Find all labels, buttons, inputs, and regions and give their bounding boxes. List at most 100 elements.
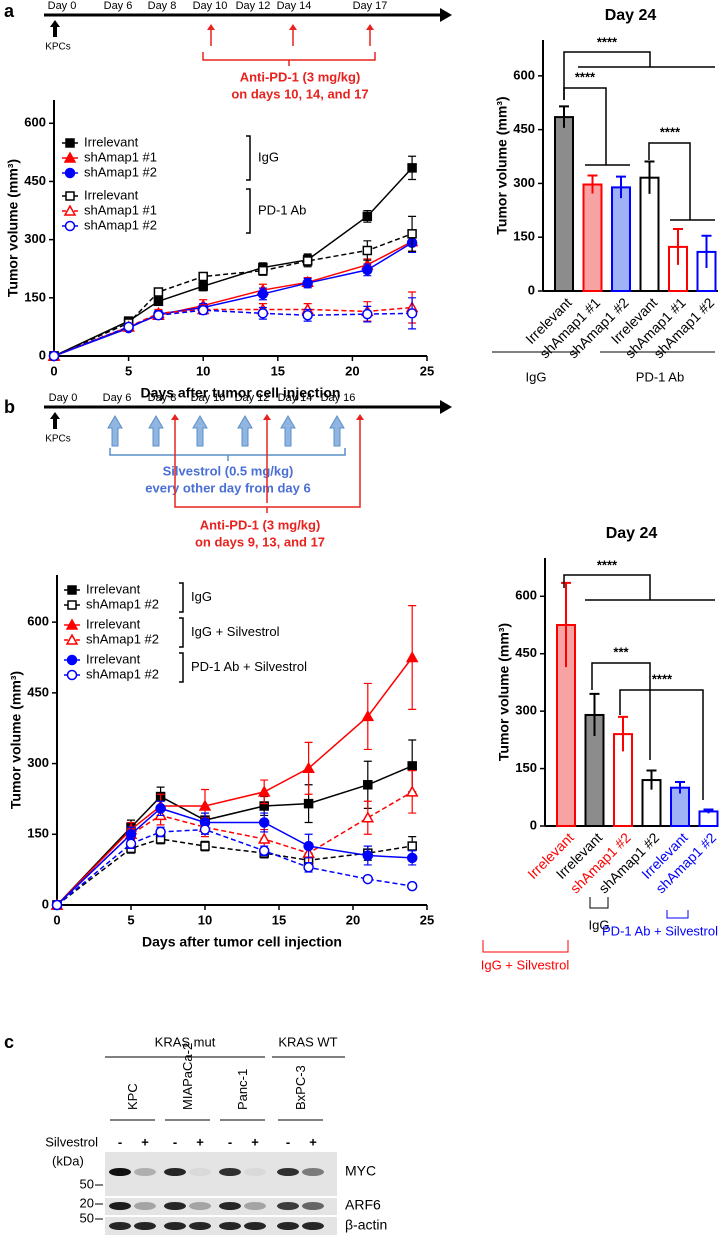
series-line: [53, 242, 413, 357]
blot-band: [134, 1168, 156, 1176]
data-point: [405, 785, 419, 797]
data-point: [302, 310, 313, 321]
series-line: [56, 657, 413, 906]
error-bar: [559, 105, 569, 128]
series-line: [56, 791, 413, 906]
data-point: [361, 709, 375, 722]
data-point: [153, 287, 164, 297]
x-tick-label: 25: [420, 912, 434, 927]
legend-marker: [65, 191, 75, 201]
legend-bracket: [179, 617, 184, 648]
protein-label: β-actin: [345, 1217, 387, 1233]
y-tick-label: 150: [24, 289, 46, 304]
data-point: [302, 256, 313, 266]
error-bar: [616, 175, 626, 199]
y-tick-label: 300: [24, 231, 46, 246]
drug-arrow: [148, 415, 164, 447]
data-point: [362, 308, 373, 320]
blot-band: [219, 1202, 241, 1210]
blot-band: [164, 1202, 186, 1210]
blot-band: [219, 1222, 241, 1230]
data-point: [407, 841, 417, 851]
legend-group-label: PD-1 Ab: [258, 202, 306, 217]
drug-label: Silvestrol (0.5 mg/kg): [163, 463, 294, 478]
chart-title: Day 24: [606, 525, 658, 542]
day-label: Day 6: [103, 392, 132, 404]
timeline-head: [440, 8, 452, 22]
data-point: [125, 838, 137, 849]
error-bar: [618, 715, 628, 752]
significance-label: ****: [597, 557, 618, 572]
x-tick-label: 0: [50, 363, 57, 378]
bar: [611, 186, 631, 293]
blot-band: [244, 1202, 266, 1210]
panel-letter: c: [4, 1032, 14, 1052]
significance-bracket: [619, 689, 704, 800]
legend-label: shAmap1 #2: [84, 217, 157, 232]
cell-line-label: Panc-1: [235, 1069, 250, 1110]
legend-label: Irrelevant: [84, 187, 139, 202]
x-axis-label: Days after tumor cell injection: [142, 934, 342, 950]
significance-label: ***: [613, 644, 629, 659]
series-line: [53, 233, 413, 357]
treatment-bracket: [174, 503, 361, 508]
significance-label: ****: [660, 124, 681, 139]
blot-band: [164, 1222, 186, 1230]
y-tick-label: 150: [513, 229, 535, 244]
series-line: [56, 765, 413, 906]
blot-band: [244, 1168, 266, 1176]
y-tick-label: 450: [515, 645, 537, 660]
significance-bracket: [648, 142, 691, 220]
data-point: [258, 817, 270, 828]
data-point: [362, 873, 374, 885]
x-tick-label: 20: [346, 912, 360, 927]
data-point: [198, 799, 212, 811]
legend-bracket: [246, 188, 251, 234]
blot-band: [109, 1202, 131, 1210]
legend-group-label: IgG: [191, 589, 212, 604]
treatment-schedule: on days 9, 13, and 17: [195, 534, 325, 549]
treatment-bracket: [202, 52, 376, 61]
blot-band: [109, 1168, 131, 1176]
data-point: [361, 811, 375, 823]
data-point: [258, 265, 268, 276]
timeline-head: [440, 400, 452, 414]
blot-band: [277, 1222, 299, 1230]
treatment-sign: -: [118, 1134, 122, 1149]
legend-label: shAmap1 #1: [84, 149, 157, 164]
legend-label: Irrelevant: [84, 134, 139, 149]
day-label: Day 10: [191, 392, 226, 404]
legend-label: shAmap1 #2: [86, 631, 159, 646]
y-tick-label: 300: [515, 703, 537, 718]
legend-marker: [67, 585, 77, 595]
data-point: [406, 880, 418, 892]
protein-label: MYC: [345, 1163, 376, 1179]
data-point: [257, 785, 271, 797]
blot-band: [189, 1202, 211, 1210]
group-bracket: [482, 940, 569, 953]
group-bracket: [666, 910, 689, 919]
treatment-sign: +: [251, 1134, 259, 1149]
data-point: [362, 245, 373, 256]
treatment-sign: -: [228, 1134, 232, 1149]
data-point: [303, 798, 314, 809]
legend-marker: [64, 220, 76, 232]
data-point: [257, 288, 269, 300]
data-point: [125, 829, 137, 840]
treatment-arrow-head: [289, 24, 297, 30]
x-tick-label: 20: [345, 363, 359, 378]
series-line: [56, 828, 413, 906]
blot-band: [134, 1202, 156, 1210]
legend-marker: [65, 633, 79, 645]
y-tick-label: 600: [515, 588, 537, 603]
legend-marker: [67, 600, 77, 610]
data-point: [407, 163, 417, 173]
data-point: [257, 832, 271, 844]
y-tick-label: 300: [27, 755, 49, 770]
x-tick-label: 10: [196, 363, 210, 378]
y-tick-label: 0: [530, 817, 537, 832]
treatment-sign: +: [309, 1134, 317, 1149]
drug-arrow: [237, 415, 253, 447]
marker-label: 20: [80, 1195, 94, 1210]
legend-label: shAmap1 #2: [84, 164, 157, 179]
